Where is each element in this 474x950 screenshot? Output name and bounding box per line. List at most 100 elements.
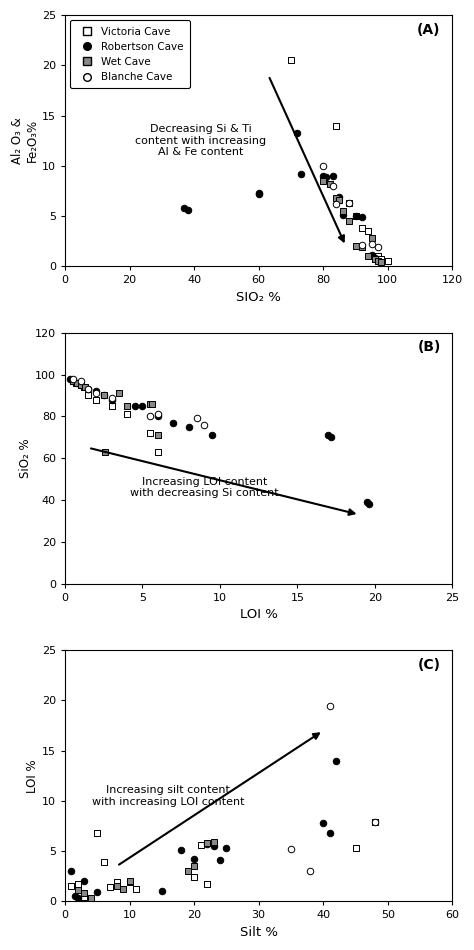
- Point: [185, 419, 193, 434]
- Point: [126, 874, 133, 889]
- Point: [154, 428, 162, 443]
- Point: [377, 252, 385, 267]
- Point: [101, 445, 109, 460]
- Point: [358, 238, 366, 253]
- Point: [100, 388, 108, 403]
- Point: [108, 390, 115, 405]
- Point: [332, 753, 340, 769]
- Point: [191, 851, 198, 866]
- Point: [93, 884, 101, 900]
- Point: [339, 207, 346, 222]
- Point: [73, 375, 81, 390]
- Point: [352, 208, 359, 223]
- Point: [374, 254, 382, 269]
- Text: (A): (A): [417, 23, 441, 37]
- Point: [368, 248, 375, 263]
- Point: [69, 371, 77, 387]
- X-axis label: LOI %: LOI %: [240, 608, 278, 621]
- Point: [371, 814, 379, 829]
- Point: [191, 859, 198, 874]
- Point: [116, 386, 123, 401]
- Text: (B): (B): [417, 340, 441, 354]
- Point: [119, 882, 127, 897]
- Point: [148, 396, 155, 411]
- Point: [74, 883, 82, 898]
- Point: [92, 386, 100, 401]
- Point: [358, 239, 366, 255]
- Point: [323, 169, 330, 184]
- Point: [371, 252, 379, 267]
- Point: [364, 495, 371, 510]
- Point: [297, 166, 304, 181]
- Point: [255, 185, 263, 200]
- Point: [371, 251, 379, 266]
- Point: [197, 838, 204, 853]
- Point: [352, 238, 359, 254]
- Point: [287, 52, 295, 67]
- Point: [77, 377, 84, 392]
- Point: [123, 407, 131, 422]
- Point: [100, 855, 108, 870]
- Legend: Victoria Cave, Robertson Cave, Wet Cave, Blanche Cave: Victoria Cave, Robertson Cave, Wet Cave,…: [70, 20, 190, 88]
- Point: [92, 384, 100, 399]
- Point: [358, 220, 366, 236]
- Point: [77, 377, 84, 392]
- Point: [336, 189, 343, 204]
- Point: [126, 875, 133, 890]
- Point: [368, 237, 375, 252]
- Point: [92, 392, 100, 408]
- Point: [77, 373, 84, 389]
- Point: [69, 373, 77, 389]
- Point: [371, 814, 379, 829]
- X-axis label: Silt %: Silt %: [240, 926, 278, 939]
- Point: [293, 125, 301, 141]
- Point: [84, 382, 92, 397]
- Point: [108, 398, 115, 413]
- Point: [93, 826, 101, 841]
- Point: [74, 877, 82, 892]
- Point: [365, 223, 372, 238]
- Point: [146, 426, 154, 441]
- Point: [154, 408, 162, 424]
- Point: [203, 877, 211, 892]
- Point: [181, 200, 188, 216]
- Point: [319, 173, 327, 188]
- Point: [209, 428, 216, 443]
- Point: [332, 190, 340, 205]
- Point: [332, 118, 340, 133]
- Point: [319, 158, 327, 173]
- Point: [193, 410, 201, 426]
- Point: [84, 382, 92, 397]
- Point: [108, 392, 115, 408]
- Point: [184, 202, 191, 218]
- Point: [210, 839, 217, 854]
- Point: [352, 208, 359, 223]
- Point: [326, 176, 334, 191]
- Text: Increasing silt content
with increasing LOI content: Increasing silt content with increasing …: [92, 785, 245, 807]
- Point: [73, 375, 81, 390]
- Point: [332, 197, 340, 212]
- Point: [80, 379, 87, 394]
- Point: [123, 398, 131, 413]
- Point: [131, 398, 138, 413]
- Point: [201, 417, 208, 432]
- Y-axis label: SiO₂ %: SiO₂ %: [19, 438, 32, 478]
- Point: [326, 826, 334, 841]
- Point: [336, 192, 343, 207]
- Point: [345, 196, 353, 211]
- Point: [154, 445, 162, 460]
- Point: [365, 249, 372, 264]
- Point: [384, 254, 392, 269]
- Point: [326, 698, 334, 713]
- Y-axis label: Al₂ O₃ &
Fe₂O₃%: Al₂ O₃ & Fe₂O₃%: [11, 117, 39, 164]
- Point: [69, 373, 77, 389]
- Point: [82, 379, 89, 394]
- Text: (C): (C): [418, 657, 441, 672]
- Point: [81, 885, 88, 901]
- Point: [139, 398, 146, 413]
- Point: [203, 835, 211, 850]
- Point: [107, 880, 114, 895]
- Point: [325, 428, 332, 443]
- Point: [345, 196, 353, 211]
- Point: [307, 864, 314, 879]
